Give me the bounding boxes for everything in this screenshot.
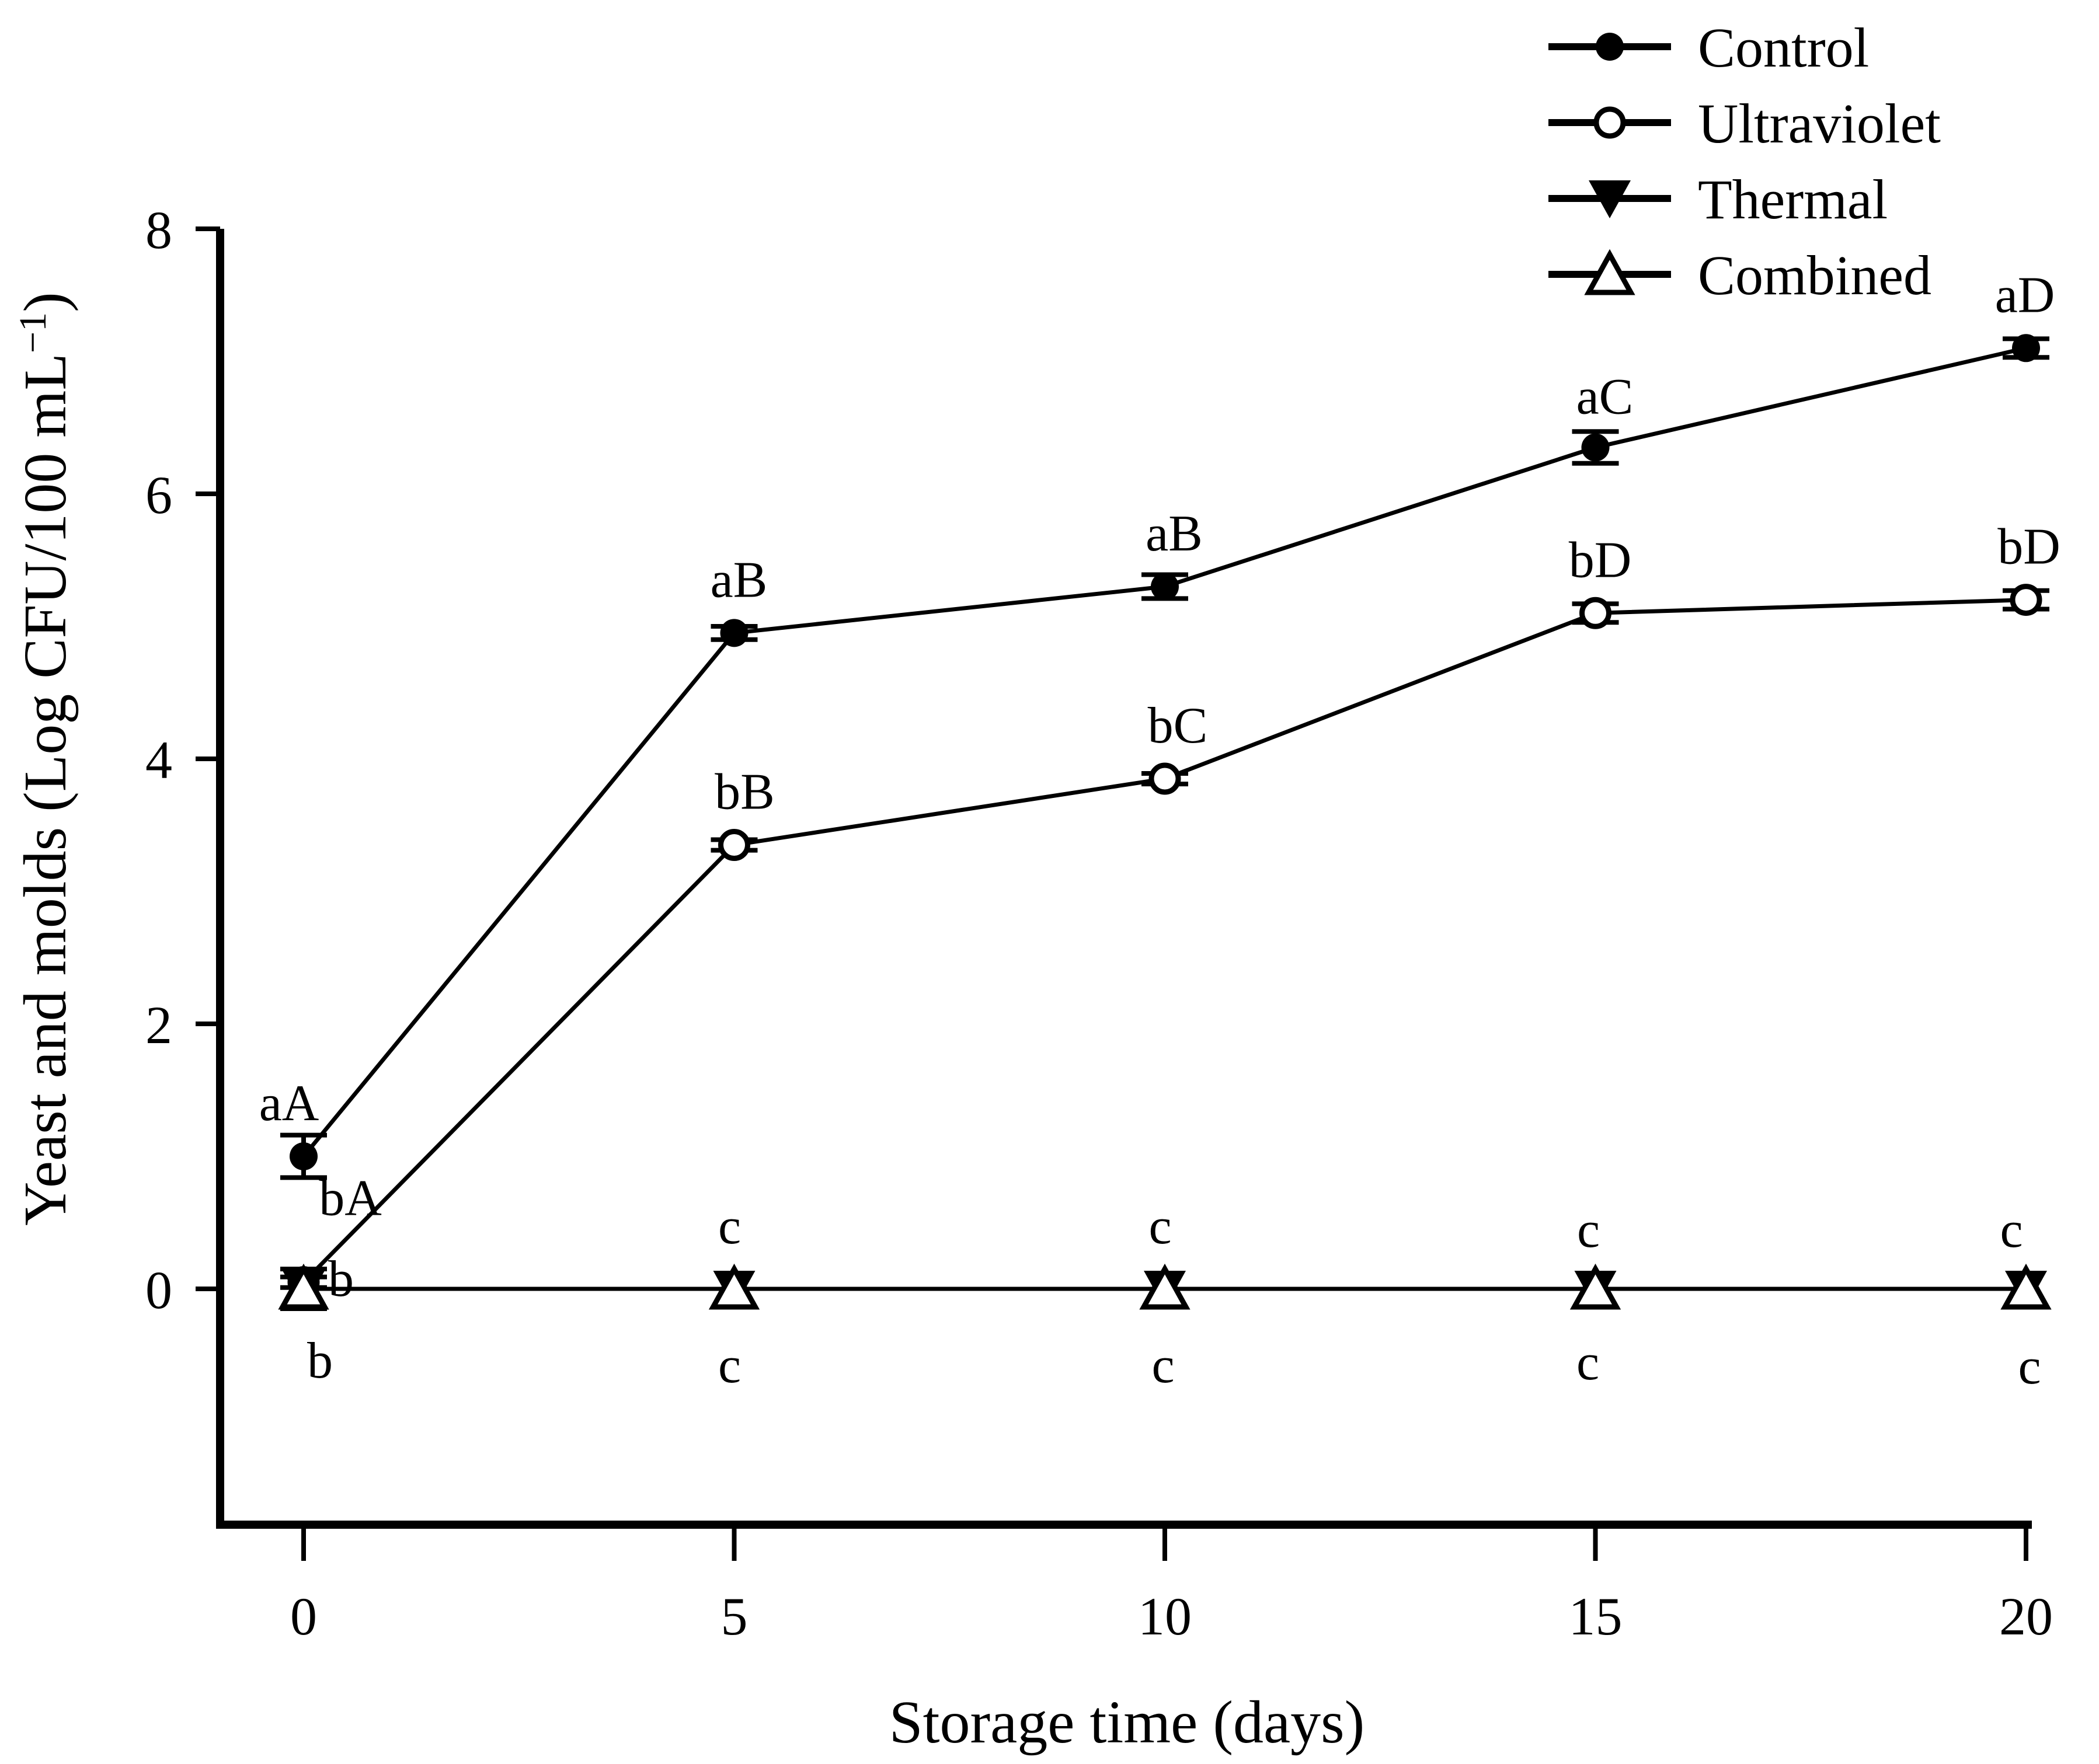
y-tick-label-8: 8 (145, 200, 172, 260)
ultraviolet-marker-icon (1593, 106, 1626, 139)
combined-marker-day-10 (1139, 1263, 1191, 1310)
combined-marker-icon (1584, 249, 1635, 295)
annotation-aD-day-20: aD (1995, 267, 2055, 323)
x-tick-label-0: 0 (290, 1587, 317, 1646)
y-tick-label-4: 4 (145, 730, 172, 790)
y-axis-title-superscript: −1 (12, 312, 54, 353)
y-axis-title-close: ) (12, 292, 79, 312)
ultraviolet-marker-day-15 (1579, 597, 1611, 629)
y-axis-title: Yeast and molds (Log CFU/100 mL−1) (12, 292, 79, 1225)
ultraviolet-marker-day-20 (2010, 584, 2042, 616)
y-tick-label-0: 0 (145, 1260, 172, 1320)
annotation-c-day-20: c (2000, 1202, 2023, 1258)
x-tick-label-10: 10 (1138, 1587, 1192, 1646)
annotation-bD-day-15: bD (1569, 532, 1632, 588)
legend-label-combined: Combined (1698, 244, 1931, 306)
annotation-aC-day-15: aC (1576, 369, 1634, 426)
legend-label-thermal: Thermal (1698, 168, 1888, 231)
combined-marker-day-0 (278, 1263, 329, 1310)
annotation-c-day-20: c (2018, 1338, 2041, 1395)
annotation-c-day-15: c (1576, 1334, 1599, 1391)
y-tick-label-6: 6 (145, 465, 172, 525)
annotation-b-day-0: b (307, 1333, 333, 1389)
legend-label-control: Control (1698, 16, 1869, 79)
series-lines-group (302, 346, 2027, 1291)
annotation-c-day-5: c (718, 1198, 741, 1255)
annotation-c-day-5: c (718, 1337, 741, 1394)
annotation-bC-day-10: bC (1148, 698, 1208, 754)
annotation-bB-day-5: bB (715, 764, 775, 821)
annotation-aB-day-10: aB (1146, 506, 1203, 562)
annotation-bD-day-20: bD (1997, 519, 2060, 576)
error-bars-group (280, 336, 2049, 1312)
control-marker-day-15 (1581, 433, 1610, 462)
legend-label-ultraviolet: Ultraviolet (1698, 92, 1941, 155)
annotation-c-day-15: c (1577, 1202, 1600, 1258)
annotation-aA-day-0: aA (259, 1075, 319, 1132)
annotation-bA-day-0: bA (319, 1170, 382, 1227)
annotation-b-day-0: b (328, 1251, 354, 1308)
legend-item-combined: Combined (1548, 244, 1931, 306)
x-tick-label-5: 5 (721, 1587, 748, 1646)
annotation-c-day-10: c (1151, 1337, 1174, 1394)
control-marker-day-0 (290, 1142, 318, 1170)
ultraviolet-marker-day-5 (718, 829, 750, 862)
legend-item-thermal: Thermal (1548, 168, 1888, 231)
control-marker-icon (1596, 33, 1624, 61)
legend-item-ultraviolet: Ultraviolet (1548, 92, 1941, 155)
y-tick-label-2: 2 (145, 995, 172, 1055)
ultraviolet-marker-day-10 (1148, 762, 1181, 795)
x-tick-label-15: 15 (1569, 1587, 1623, 1646)
combined-marker-day-5 (708, 1263, 760, 1310)
y-axis-title-main: Yeast and molds (Log CFU/100 mL (12, 353, 79, 1226)
legend-item-control: Control (1548, 16, 1869, 79)
annotation-c-day-10: c (1148, 1198, 1171, 1255)
legend: Control Ultraviolet Thermal Combined (1548, 16, 1941, 306)
control-marker-day-5 (720, 619, 749, 647)
series-markers-group (278, 334, 2052, 1310)
thermal-marker-icon (1589, 180, 1631, 218)
x-axis-title: Storage time (days) (889, 1689, 1364, 1756)
combined-marker-day-20 (2000, 1263, 2052, 1310)
x-tick-label-20: 20 (1999, 1587, 2053, 1646)
control-marker-day-10 (1151, 572, 1179, 601)
combined-marker-day-15 (1569, 1263, 1621, 1310)
control-marker-day-20 (2012, 334, 2040, 362)
annotation-aB-day-5: aB (711, 552, 768, 608)
